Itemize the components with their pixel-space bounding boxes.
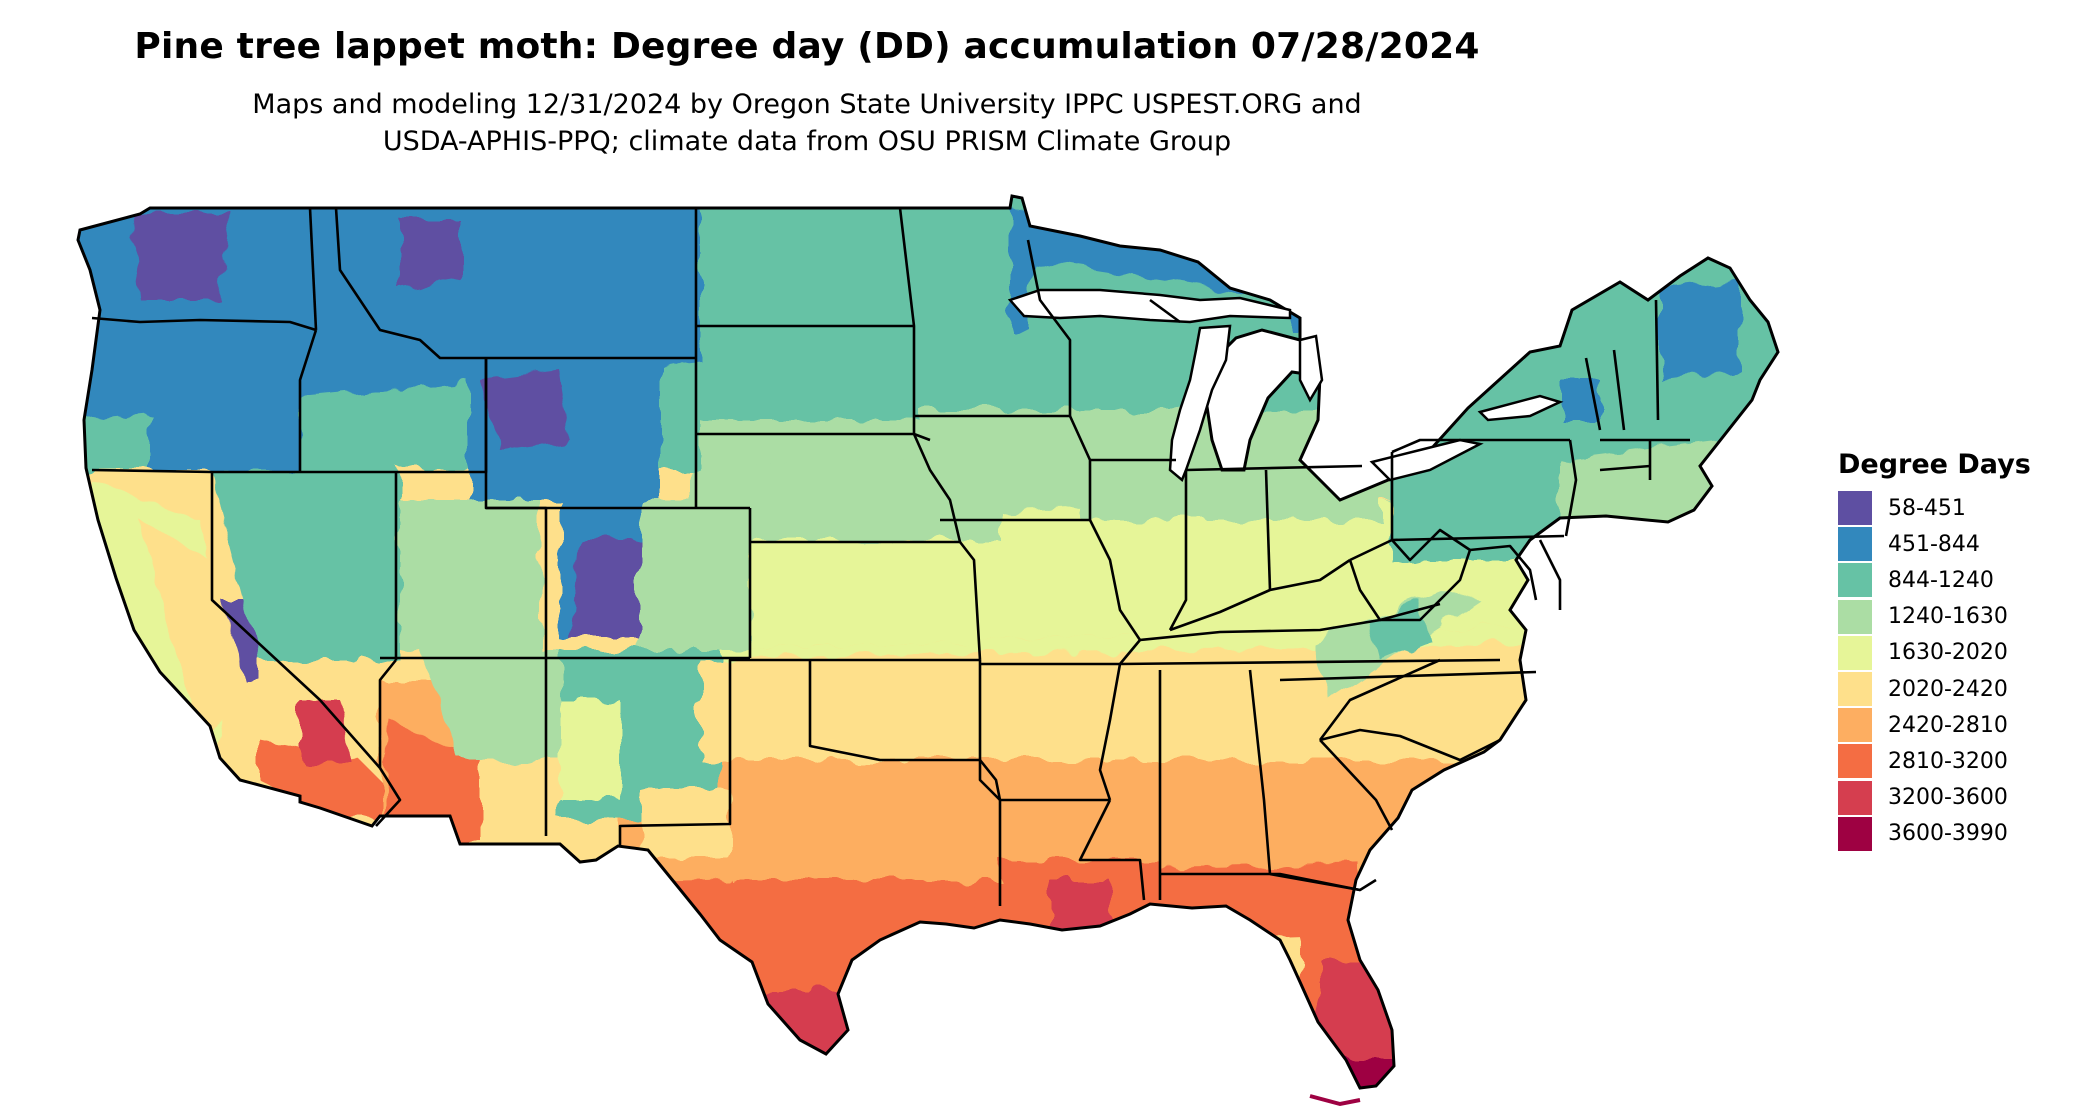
legend-label: 844-1240: [1888, 567, 1994, 593]
legend-label: 2020-2420: [1888, 676, 2008, 702]
legend-swatch: [1838, 599, 1872, 634]
map-subtitle: Maps and modeling 12/31/2024 by Oregon S…: [0, 86, 1614, 160]
legend-swatch: [1838, 672, 1872, 707]
legend-swatch: [1838, 780, 1872, 815]
state-boundaries: [91, 207, 1690, 906]
legend-label: 2810-3200: [1888, 748, 2008, 774]
legend-item: 3200-3600: [1838, 780, 2078, 816]
legend-label: 1630-2020: [1888, 640, 2008, 666]
legend-label: 2420-2810: [1888, 712, 2008, 738]
legend-swatch: [1838, 816, 1872, 851]
legend-label: 3600-3990: [1888, 821, 2008, 847]
subtitle-line-1: Maps and modeling 12/31/2024 by Oregon S…: [252, 89, 1362, 120]
legend-item: 58-451: [1838, 490, 2078, 526]
map-legend: Degree Days 58-451 451-844 844-1240 1240-16…: [1838, 449, 2078, 852]
legend-items: 58-451 451-844 844-1240 1240-1630 1630-2020 2…: [1838, 490, 2078, 852]
legend-swatch: [1838, 744, 1872, 779]
legend-label: 58-451: [1888, 495, 1966, 521]
legend-swatch: [1838, 708, 1872, 743]
legend-title: Degree Days: [1838, 449, 2031, 480]
legend-swatch: [1838, 491, 1872, 526]
legend-swatch: [1838, 527, 1872, 562]
legend-item: 844-1240: [1838, 562, 2078, 598]
legend-item: 2810-3200: [1838, 743, 2078, 779]
legend-label: 3200-3600: [1888, 785, 2008, 811]
legend-item: 1240-1630: [1838, 599, 2078, 635]
legend-swatch: [1838, 635, 1872, 670]
legend-item: 1630-2020: [1838, 635, 2078, 671]
legend-swatch: [1838, 563, 1872, 598]
legend-item: 451-844: [1838, 526, 2078, 562]
map-title: Pine tree lappet moth: Degree day (DD) a…: [134, 26, 1480, 67]
florida-keys: [1309, 1094, 1361, 1107]
legend-label: 451-844: [1888, 531, 1980, 557]
great-lakes: [1007, 288, 1564, 483]
legend-label: 1240-1630: [1888, 604, 2008, 630]
subtitle-line-2: USDA-APHIS-PPQ; climate data from OSU PR…: [382, 126, 1232, 157]
legend-item: 3600-3990: [1838, 816, 2078, 852]
legend-item: 2020-2420: [1838, 671, 2078, 707]
legend-item: 2420-2810: [1838, 707, 2078, 743]
